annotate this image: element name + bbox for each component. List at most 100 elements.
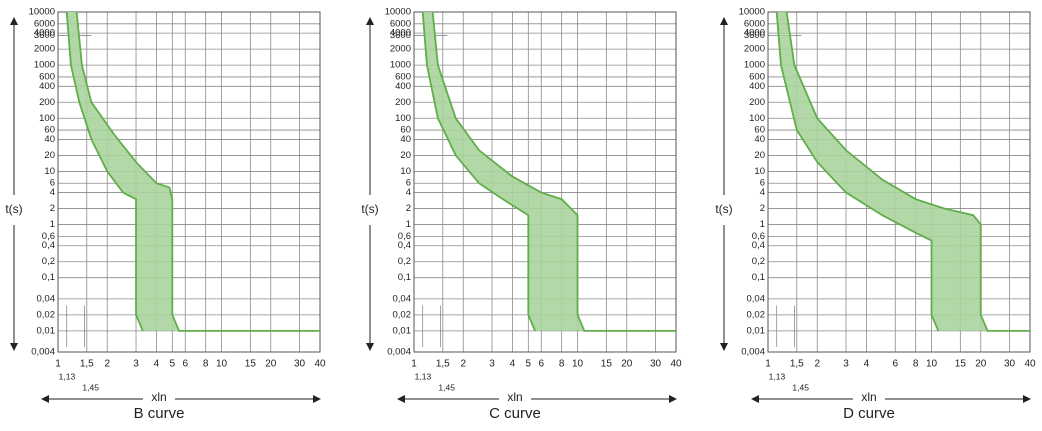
x-extra-label: 1,13 bbox=[415, 371, 432, 381]
x-tick-label: 1,5 bbox=[436, 359, 450, 370]
y-tick-label: 1 bbox=[50, 219, 55, 230]
x-tick-label: 8 bbox=[559, 359, 565, 370]
band-fill bbox=[776, 12, 1030, 331]
y-tick-label: 0,01 bbox=[747, 325, 766, 336]
x-tick-label: 40 bbox=[1024, 359, 1036, 370]
x-tick-label: 3 bbox=[133, 359, 139, 370]
y-tick-label: 6000 bbox=[744, 18, 765, 29]
x-tick-label: 2 bbox=[814, 359, 820, 370]
plot-frame bbox=[57, 11, 321, 353]
x-tick-label: 40 bbox=[670, 359, 682, 370]
y-tick-label: 0,004 bbox=[31, 347, 55, 358]
y-tick-label: 4000 bbox=[390, 28, 411, 39]
y-tick-label: 6 bbox=[50, 178, 55, 189]
y-tick-label: 0,04 bbox=[393, 293, 412, 304]
y-tick-label: 1000 bbox=[390, 60, 411, 71]
band-fill bbox=[66, 12, 320, 331]
y-axis-label: t(s) bbox=[361, 202, 378, 216]
y-tick-label: 4 bbox=[50, 187, 55, 198]
chart-title: B curve bbox=[134, 405, 185, 422]
y-tick-label: 0,02 bbox=[747, 309, 766, 320]
y-tick-label: 6000 bbox=[34, 18, 55, 29]
x-tick-label: 15 bbox=[955, 359, 967, 370]
y-tick-label: 2000 bbox=[744, 44, 765, 55]
y-tick-label: 400 bbox=[395, 81, 411, 92]
y-axis-label: t(s) bbox=[715, 202, 732, 216]
y-tick-label: 1 bbox=[760, 219, 765, 230]
x-tick-label: 4 bbox=[510, 359, 516, 370]
y-tick-label: 0,2 bbox=[42, 256, 55, 267]
x-tick-label: 4 bbox=[154, 359, 160, 370]
y-tick-label: 0,2 bbox=[752, 256, 765, 267]
x-tick-label: 3 bbox=[843, 359, 849, 370]
y-tick-label: 6 bbox=[760, 178, 765, 189]
x-tick-label: 10 bbox=[572, 359, 584, 370]
y-tick-label: 200 bbox=[39, 97, 55, 108]
y-tick-label: 10000 bbox=[385, 7, 411, 18]
y-tick-label: 0,01 bbox=[393, 325, 412, 336]
y-axis-label: t(s) bbox=[5, 202, 22, 216]
y-tick-label: 1 bbox=[406, 219, 411, 230]
x-extra-label: 1,45 bbox=[82, 382, 99, 392]
x-tick-label: 5 bbox=[526, 359, 532, 370]
y-tick-label: 60 bbox=[400, 125, 411, 136]
x-extra-label: 1,13 bbox=[769, 371, 786, 381]
y-tick-label: 4000 bbox=[744, 28, 765, 39]
y-tick-label: 60 bbox=[44, 125, 55, 136]
y-tick-label: 3600 bbox=[390, 30, 411, 41]
x-tick-label: 6 bbox=[182, 359, 188, 370]
chart-title: C curve bbox=[489, 405, 541, 422]
x-axis-label: xln bbox=[151, 390, 166, 404]
y-tick-label: 60 bbox=[754, 125, 765, 136]
plot-frame bbox=[413, 11, 677, 353]
y-tick-label: 40 bbox=[400, 134, 411, 145]
y-tick-label: 1000 bbox=[744, 60, 765, 71]
y-tick-label: 3600 bbox=[744, 30, 765, 41]
y-tick-label: 0,1 bbox=[752, 272, 765, 283]
x-tick-label: 1 bbox=[411, 359, 417, 370]
y-tick-label: 10 bbox=[400, 166, 411, 177]
band-edge bbox=[775, 11, 940, 332]
y-tick-label: 600 bbox=[395, 71, 411, 82]
chart-title: D curve bbox=[843, 405, 895, 422]
y-tick-label: 0,02 bbox=[37, 309, 56, 320]
x-tick-label: 1 bbox=[765, 359, 771, 370]
band-edge bbox=[785, 11, 1030, 332]
x-tick-label: 10 bbox=[216, 359, 228, 370]
x-tick-label: 3 bbox=[489, 359, 495, 370]
y-tick-label: 6 bbox=[406, 178, 411, 189]
x-tick-label: 30 bbox=[1004, 359, 1016, 370]
y-tick-label: 2000 bbox=[390, 44, 411, 55]
x-tick-label: 20 bbox=[621, 359, 633, 370]
y-tick-label: 20 bbox=[44, 150, 55, 161]
y-tick-label: 600 bbox=[749, 71, 765, 82]
y-tick-label: 400 bbox=[749, 81, 765, 92]
y-tick-label: 2 bbox=[760, 203, 765, 214]
x-tick-label: 15 bbox=[601, 359, 613, 370]
y-tick-label: 10000 bbox=[29, 7, 55, 18]
y-tick-label: 0,02 bbox=[393, 309, 412, 320]
y-tick-label: 4000 bbox=[34, 28, 55, 39]
x-tick-label: 15 bbox=[245, 359, 257, 370]
x-tick-label: 6 bbox=[892, 359, 898, 370]
x-extra-label: 1,45 bbox=[438, 382, 455, 392]
x-extra-label: 1,13 bbox=[59, 371, 76, 381]
plot-frame bbox=[767, 11, 1031, 353]
band-edge bbox=[65, 11, 144, 332]
y-tick-label: 20 bbox=[754, 150, 765, 161]
x-tick-label: 4 bbox=[864, 359, 870, 370]
y-tick-label: 0,1 bbox=[42, 272, 55, 283]
y-tick-label: 4 bbox=[760, 187, 765, 198]
y-tick-label: 0,04 bbox=[37, 293, 56, 304]
y-tick-label: 100 bbox=[39, 113, 55, 124]
x-tick-label: 2 bbox=[104, 359, 110, 370]
y-tick-label: 100 bbox=[395, 113, 411, 124]
x-tick-label: 20 bbox=[975, 359, 987, 370]
y-tick-label: 0,6 bbox=[752, 231, 765, 242]
x-extra-label: 1,45 bbox=[792, 382, 809, 392]
x-tick-label: 30 bbox=[294, 359, 306, 370]
x-tick-label: 1,5 bbox=[790, 359, 804, 370]
band-fill bbox=[422, 12, 676, 331]
y-tick-label: 0,004 bbox=[741, 347, 765, 358]
